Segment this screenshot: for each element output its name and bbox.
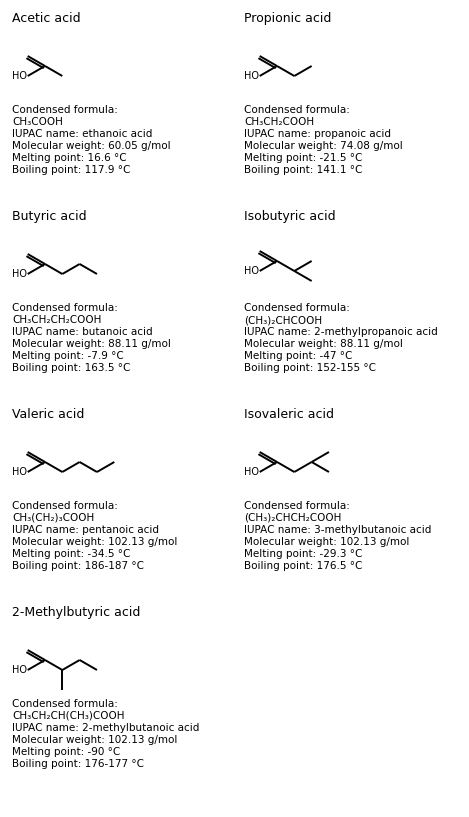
- Text: CH₃CH₂CH(CH₃)COOH: CH₃CH₂CH(CH₃)COOH: [12, 711, 124, 721]
- Text: IUPAC name: 3-methylbutanoic acid: IUPAC name: 3-methylbutanoic acid: [244, 525, 431, 535]
- Text: Boiling point: 186-187 °C: Boiling point: 186-187 °C: [12, 561, 144, 571]
- Text: Propionic acid: Propionic acid: [244, 12, 332, 25]
- Text: HO: HO: [12, 467, 27, 477]
- Text: Molecular weight: 88.11 g/mol: Molecular weight: 88.11 g/mol: [244, 339, 403, 349]
- Text: HO: HO: [244, 266, 259, 276]
- Text: Melting point: -34.5 °C: Melting point: -34.5 °C: [12, 549, 130, 559]
- Text: Boiling point: 176-177 °C: Boiling point: 176-177 °C: [12, 759, 144, 769]
- Text: HO: HO: [244, 467, 259, 477]
- Text: Boiling point: 152-155 °C: Boiling point: 152-155 °C: [244, 363, 376, 373]
- Text: Butyric acid: Butyric acid: [12, 210, 87, 223]
- Text: Molecular weight: 60.05 g/mol: Molecular weight: 60.05 g/mol: [12, 141, 171, 151]
- Text: Condensed formula:: Condensed formula:: [244, 303, 350, 313]
- Text: IUPAC name: 2-methylbutanoic acid: IUPAC name: 2-methylbutanoic acid: [12, 723, 199, 733]
- Text: (CH₃)₂CHCH₂COOH: (CH₃)₂CHCH₂COOH: [244, 513, 341, 523]
- Text: CH₃(CH₂)₃COOH: CH₃(CH₂)₃COOH: [12, 513, 94, 523]
- Text: Boiling point: 176.5 °C: Boiling point: 176.5 °C: [244, 561, 363, 571]
- Text: Melting point: -7.9 °C: Melting point: -7.9 °C: [12, 351, 124, 361]
- Text: Condensed formula:: Condensed formula:: [12, 303, 118, 313]
- Text: Melting point: -29.3 °C: Melting point: -29.3 °C: [244, 549, 363, 559]
- Text: Melting point: -90 °C: Melting point: -90 °C: [12, 747, 120, 757]
- Text: Condensed formula:: Condensed formula:: [244, 501, 350, 511]
- Text: CH₃CH₂COOH: CH₃CH₂COOH: [244, 117, 314, 127]
- Text: HO: HO: [12, 665, 27, 675]
- Text: Condensed formula:: Condensed formula:: [12, 501, 118, 511]
- Text: IUPAC name: 2-methylpropanoic acid: IUPAC name: 2-methylpropanoic acid: [244, 327, 438, 337]
- Text: HO: HO: [12, 71, 27, 81]
- Text: Molecular weight: 102.13 g/mol: Molecular weight: 102.13 g/mol: [12, 735, 177, 745]
- Text: Isobutyric acid: Isobutyric acid: [244, 210, 336, 223]
- Text: Condensed formula:: Condensed formula:: [244, 105, 350, 115]
- Text: Isovaleric acid: Isovaleric acid: [244, 408, 334, 421]
- Text: Melting point: -21.5 °C: Melting point: -21.5 °C: [244, 153, 363, 163]
- Text: 2-Methylbutyric acid: 2-Methylbutyric acid: [12, 606, 140, 619]
- Text: Melting point: -47 °C: Melting point: -47 °C: [244, 351, 352, 361]
- Text: CH₃COOH: CH₃COOH: [12, 117, 63, 127]
- Text: Valeric acid: Valeric acid: [12, 408, 84, 421]
- Text: CH₃CH₂CH₂COOH: CH₃CH₂CH₂COOH: [12, 315, 101, 325]
- Text: Molecular weight: 88.11 g/mol: Molecular weight: 88.11 g/mol: [12, 339, 171, 349]
- Text: (CH₃)₂CHCOOH: (CH₃)₂CHCOOH: [244, 315, 322, 325]
- Text: Acetic acid: Acetic acid: [12, 12, 81, 25]
- Text: HO: HO: [244, 71, 259, 81]
- Text: Boiling point: 141.1 °C: Boiling point: 141.1 °C: [244, 165, 363, 175]
- Text: IUPAC name: ethanoic acid: IUPAC name: ethanoic acid: [12, 129, 152, 139]
- Text: IUPAC name: butanoic acid: IUPAC name: butanoic acid: [12, 327, 152, 337]
- Text: Molecular weight: 102.13 g/mol: Molecular weight: 102.13 g/mol: [244, 537, 409, 547]
- Text: Condensed formula:: Condensed formula:: [12, 105, 118, 115]
- Text: Condensed formula:: Condensed formula:: [12, 699, 118, 709]
- Text: Boiling point: 163.5 °C: Boiling point: 163.5 °C: [12, 363, 130, 373]
- Text: Boiling point: 117.9 °C: Boiling point: 117.9 °C: [12, 165, 130, 175]
- Text: Molecular weight: 74.08 g/mol: Molecular weight: 74.08 g/mol: [244, 141, 403, 151]
- Text: Molecular weight: 102.13 g/mol: Molecular weight: 102.13 g/mol: [12, 537, 177, 547]
- Text: IUPAC name: pentanoic acid: IUPAC name: pentanoic acid: [12, 525, 159, 535]
- Text: IUPAC name: propanoic acid: IUPAC name: propanoic acid: [244, 129, 391, 139]
- Text: HO: HO: [12, 269, 27, 279]
- Text: Melting point: 16.6 °C: Melting point: 16.6 °C: [12, 153, 127, 163]
